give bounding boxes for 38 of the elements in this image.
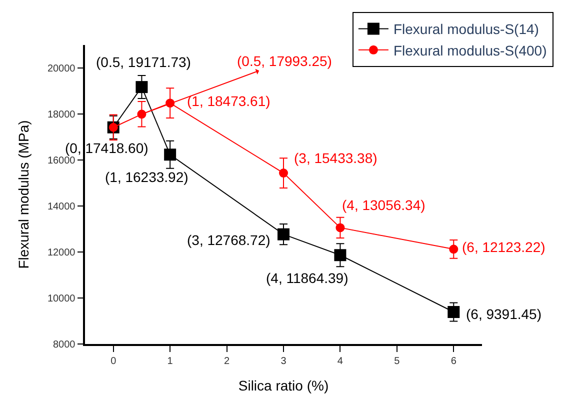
y-tick-label: 8000 bbox=[53, 340, 76, 350]
x-tick-label: 3 bbox=[280, 356, 287, 367]
x-tick-label: 1 bbox=[167, 356, 174, 367]
y-tick-label: 16000 bbox=[47, 156, 76, 166]
y-tick-label: 10000 bbox=[47, 294, 76, 304]
y-axis-title: Flexural modulus (MPa) bbox=[16, 120, 32, 269]
annotation: (0.5, 19171.73) bbox=[96, 54, 191, 70]
y-tick-label: 12000 bbox=[47, 248, 76, 258]
point bbox=[448, 306, 460, 318]
x-tick-label: 5 bbox=[394, 356, 400, 367]
annotation: (6, 9391.45) bbox=[466, 306, 542, 322]
point bbox=[278, 228, 290, 240]
annotation: (0.5, 17993.25) bbox=[237, 53, 332, 69]
annotation: (4, 11864.39) bbox=[266, 270, 348, 286]
y-tick-label: 18000 bbox=[47, 110, 76, 120]
legend-label: Flexural modulus-S(14) bbox=[393, 21, 539, 38]
legend-label: Flexural modulus-S(400) bbox=[393, 42, 547, 58]
x-tick-label: 2 bbox=[224, 356, 230, 367]
y-tick-label: 20000 bbox=[47, 64, 76, 74]
annotation: (3, 15433.38) bbox=[294, 150, 378, 166]
x-axis-title: Silica ratio (%) bbox=[238, 378, 329, 394]
annotation: (1, 16233.92) bbox=[105, 169, 188, 185]
annotation: (1, 18473.61) bbox=[187, 93, 270, 109]
point bbox=[336, 223, 345, 232]
point bbox=[334, 249, 346, 262]
annotation: (3, 12768.72) bbox=[187, 232, 270, 248]
point bbox=[449, 244, 458, 254]
point bbox=[164, 148, 176, 161]
point bbox=[136, 81, 148, 94]
x-tick-label: 0 bbox=[110, 356, 117, 367]
x-tick-label: 4 bbox=[337, 356, 344, 367]
annotation: (6, 12123.22) bbox=[462, 239, 546, 255]
point bbox=[279, 168, 288, 178]
point bbox=[137, 110, 146, 119]
annotation: (0, 17418.60) bbox=[65, 140, 148, 156]
x-tick-label: 6 bbox=[450, 356, 457, 367]
annotation: (4, 13056.34) bbox=[342, 197, 426, 213]
y-tick-label: 14000 bbox=[47, 202, 76, 212]
